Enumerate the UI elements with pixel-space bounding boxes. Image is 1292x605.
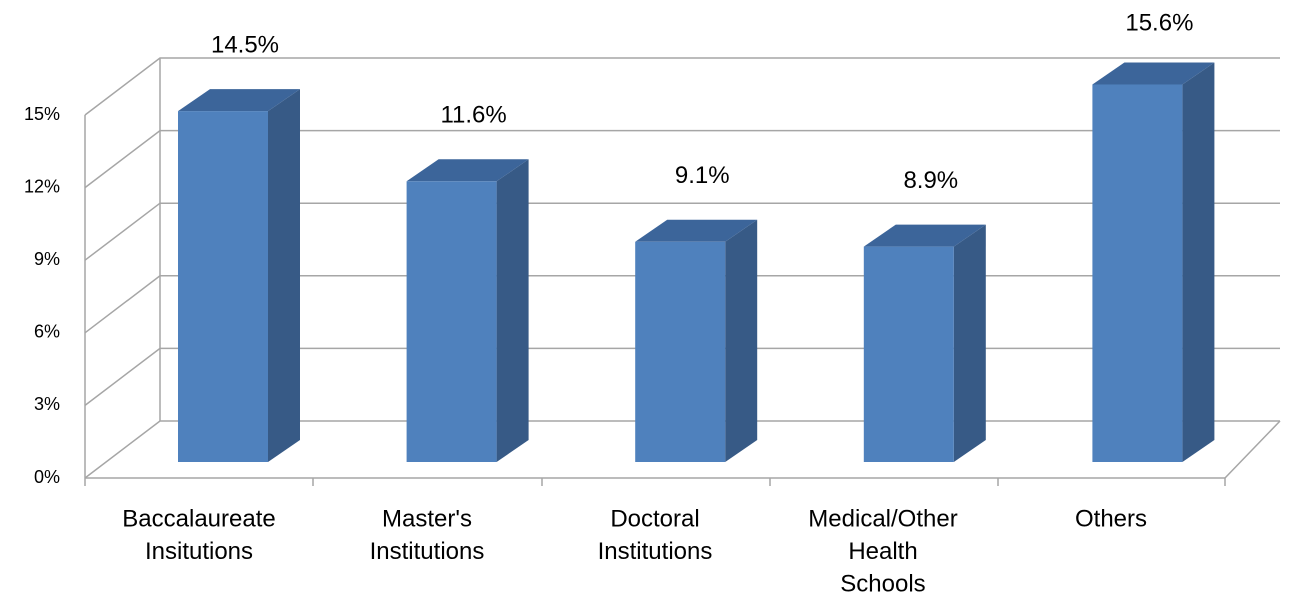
y-tick-label: 12% xyxy=(24,176,60,196)
bar-side xyxy=(496,159,529,462)
floor-right-edge xyxy=(1224,420,1281,479)
value-label: 11.6% xyxy=(440,102,506,129)
grid-line xyxy=(84,202,1280,261)
x-tick-label: Baccalaureate xyxy=(122,505,275,532)
value-label: 8.9% xyxy=(903,167,958,194)
bar-side xyxy=(268,89,300,462)
grid-line xyxy=(84,57,1280,116)
bar xyxy=(406,181,497,462)
x-tick-label: Institutions xyxy=(370,538,485,565)
y-tick-label: 15% xyxy=(24,104,60,124)
bar-top xyxy=(863,224,986,247)
x-tick-label: Institutions xyxy=(598,538,713,565)
bar xyxy=(178,111,268,462)
value-label: 15.6% xyxy=(1125,9,1193,36)
bar xyxy=(635,241,726,462)
y-tick-label: 6% xyxy=(34,322,60,342)
y-tick-label: 9% xyxy=(34,249,60,269)
bar-side xyxy=(725,219,758,462)
x-tick-label: Others xyxy=(1075,505,1147,532)
x-tick-label: Schools xyxy=(840,570,925,597)
value-label: 9.1% xyxy=(675,162,730,189)
bar-top xyxy=(406,159,529,182)
x-tick-label: Doctoral xyxy=(610,505,699,532)
value-label: 14.5% xyxy=(211,31,279,58)
x-tick-label: Health xyxy=(848,538,917,565)
bar xyxy=(863,246,954,462)
x-tick-label: Medical/Other xyxy=(808,505,957,532)
bar xyxy=(1092,84,1183,462)
y-tick-label: 3% xyxy=(34,394,60,414)
y-tick-label: 0% xyxy=(34,467,60,487)
grid-line xyxy=(84,129,1280,189)
x-tick-label: Insitutions xyxy=(145,538,253,565)
x-ticks xyxy=(84,478,1226,486)
bar-side xyxy=(1182,62,1215,462)
bar-side xyxy=(953,224,986,462)
bar-top xyxy=(178,89,300,112)
bar-top xyxy=(1092,62,1215,85)
bar-top xyxy=(635,219,758,242)
x-tick-label: Master's xyxy=(382,505,472,532)
